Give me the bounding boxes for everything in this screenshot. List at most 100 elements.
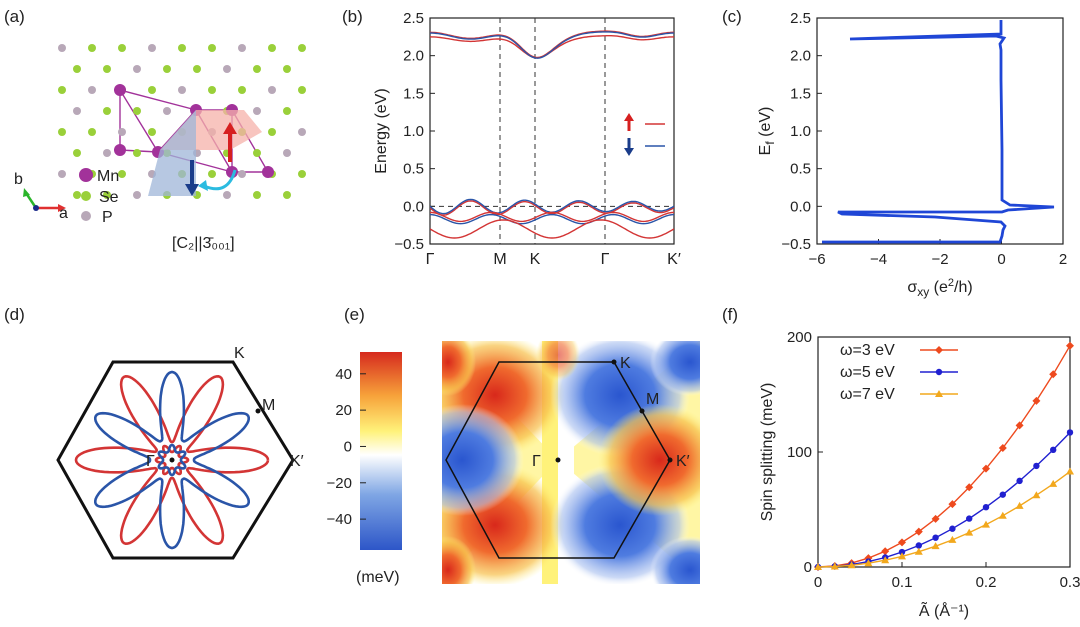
panel-c: (c) 2.5 2.0 1.5 1.0 0.5 0.0 −0.5−6 −4 −2 0 2 Ef (e… xyxy=(722,7,1067,299)
hall-xtick-label: 0 xyxy=(997,251,1005,268)
p-atom xyxy=(298,128,306,136)
lower-band-1 xyxy=(430,200,674,216)
p-atom xyxy=(103,149,111,157)
band-kpoint-labels: Γ M K Γ K′ xyxy=(426,18,681,268)
hall-xtick-label: −4 xyxy=(870,251,887,268)
se-atom xyxy=(238,86,246,94)
colorbar-tick-label: 20 xyxy=(335,402,352,419)
se-atom xyxy=(88,44,96,52)
band-kpoint-label: K xyxy=(530,251,541,268)
p-atom xyxy=(238,44,246,52)
e-k-point xyxy=(611,359,617,365)
series-line-2 xyxy=(817,432,1071,568)
legend-entry-marker xyxy=(935,368,943,376)
panel-label-d: (d) xyxy=(4,305,25,324)
splitting-xtick-label: 0.2 xyxy=(976,574,997,591)
spin-up-icon xyxy=(624,113,634,121)
series-1-point xyxy=(931,514,940,523)
panel-f: (f) 0 100 200 0 0.1 0.2 0.3 Spin splitting (me… xyxy=(722,305,1080,620)
series-3-point xyxy=(965,528,974,536)
panel-a: (a) a b Mn Se P [C₂||3̄₀₀₁] xyxy=(4,7,306,252)
band-kpoint-label: Γ xyxy=(601,251,610,268)
splitting-xtick-label: 0.3 xyxy=(1060,574,1080,591)
series-1-point xyxy=(1049,370,1058,379)
red-fermi-contour xyxy=(74,374,270,546)
panel-label-b: (b) xyxy=(342,7,363,26)
fermi-surface-red xyxy=(74,374,270,546)
series-3-point xyxy=(914,547,923,555)
se-atom xyxy=(103,107,111,115)
hall-ytick-label: 2.5 xyxy=(790,10,811,27)
series-1-point xyxy=(881,547,890,556)
series-2-point xyxy=(898,548,906,556)
band-ytick-label: 2.5 xyxy=(403,10,424,27)
panel-label-a: (a) xyxy=(4,7,25,26)
series-2-point xyxy=(1066,429,1074,436)
d-label-gamma: Γ xyxy=(146,453,155,470)
colorbar-tick-label: −20 xyxy=(327,475,352,492)
splitting-ticks: 0 100 200 0 0.1 0.2 0.3 xyxy=(787,329,1080,591)
splitting-xlabel: Ã (Å⁻¹) xyxy=(919,600,969,620)
spin-legend xyxy=(624,113,665,156)
legend-mn-label: Mn xyxy=(97,168,119,185)
upper-band-1 xyxy=(430,30,674,59)
series-3-point xyxy=(830,562,839,570)
colorbar-unit: (meV) xyxy=(356,569,400,586)
d-label-kprime: K′ xyxy=(290,453,304,470)
se-atom xyxy=(103,191,111,199)
series-2-point xyxy=(966,515,973,522)
legend-se-label: Se xyxy=(99,189,119,206)
p-atom xyxy=(178,86,186,94)
series-2-point xyxy=(932,534,939,541)
panel-label-f: (f) xyxy=(722,305,738,324)
legend-entry-marker xyxy=(935,390,943,397)
colorbar-tick-label: 40 xyxy=(335,366,352,383)
hall-ytick-label: 1.5 xyxy=(790,85,811,102)
hall-ytick-label: 0.5 xyxy=(790,161,811,178)
mn-legend-swatch xyxy=(79,168,93,182)
series-1-point xyxy=(998,443,1007,452)
series-3-point xyxy=(982,520,990,528)
series-3-point xyxy=(1032,491,1041,499)
brillouin-zone xyxy=(56,360,295,560)
mn-atom xyxy=(226,166,238,178)
legend-entry-label: ω=5 eV xyxy=(840,364,895,381)
se-atom xyxy=(283,65,291,73)
e-label-kprime: K′ xyxy=(676,453,690,470)
se-atom xyxy=(118,170,126,178)
splitting-ylabel: Spin splitting (meV) xyxy=(759,383,776,522)
legend-entry-label: ω=7 eV xyxy=(840,386,895,403)
colorbar-tick-label: −40 xyxy=(327,511,352,528)
d-label-m: M xyxy=(262,397,275,414)
panel-label-e: (e) xyxy=(344,305,365,324)
series-3-point xyxy=(1015,501,1024,509)
se-atom xyxy=(103,65,111,73)
band-ylabel: Energy (eV) xyxy=(373,88,390,173)
hall-ylabel: Ef (eV) xyxy=(757,107,777,156)
se-atom xyxy=(193,65,201,73)
e-m-point xyxy=(639,408,645,414)
blue-fermi-contour xyxy=(94,370,250,550)
p-atom xyxy=(283,149,291,157)
p-atom xyxy=(148,44,156,52)
series-2-point xyxy=(1033,462,1040,470)
se-atom xyxy=(73,65,81,73)
p-atom xyxy=(88,86,96,94)
p-atom xyxy=(133,65,141,73)
se-atom xyxy=(268,44,276,52)
se-atom xyxy=(148,86,156,94)
splitting-xtick-label: 0.1 xyxy=(892,574,913,591)
hall-ytick-label: 2.0 xyxy=(790,48,811,65)
red-inner-contour xyxy=(154,444,190,476)
p-atom xyxy=(268,86,276,94)
colorbar-ticks: 40 20 0 −20 −40 xyxy=(327,366,366,528)
series-2-point xyxy=(915,542,922,549)
series-1-point xyxy=(948,500,957,509)
series-1-point xyxy=(965,483,974,492)
axis-b-label: b xyxy=(14,171,23,188)
axis-triad: a b xyxy=(14,171,68,222)
se-atom xyxy=(58,86,66,94)
se-atom xyxy=(133,149,141,157)
e-gamma-point xyxy=(555,457,561,463)
